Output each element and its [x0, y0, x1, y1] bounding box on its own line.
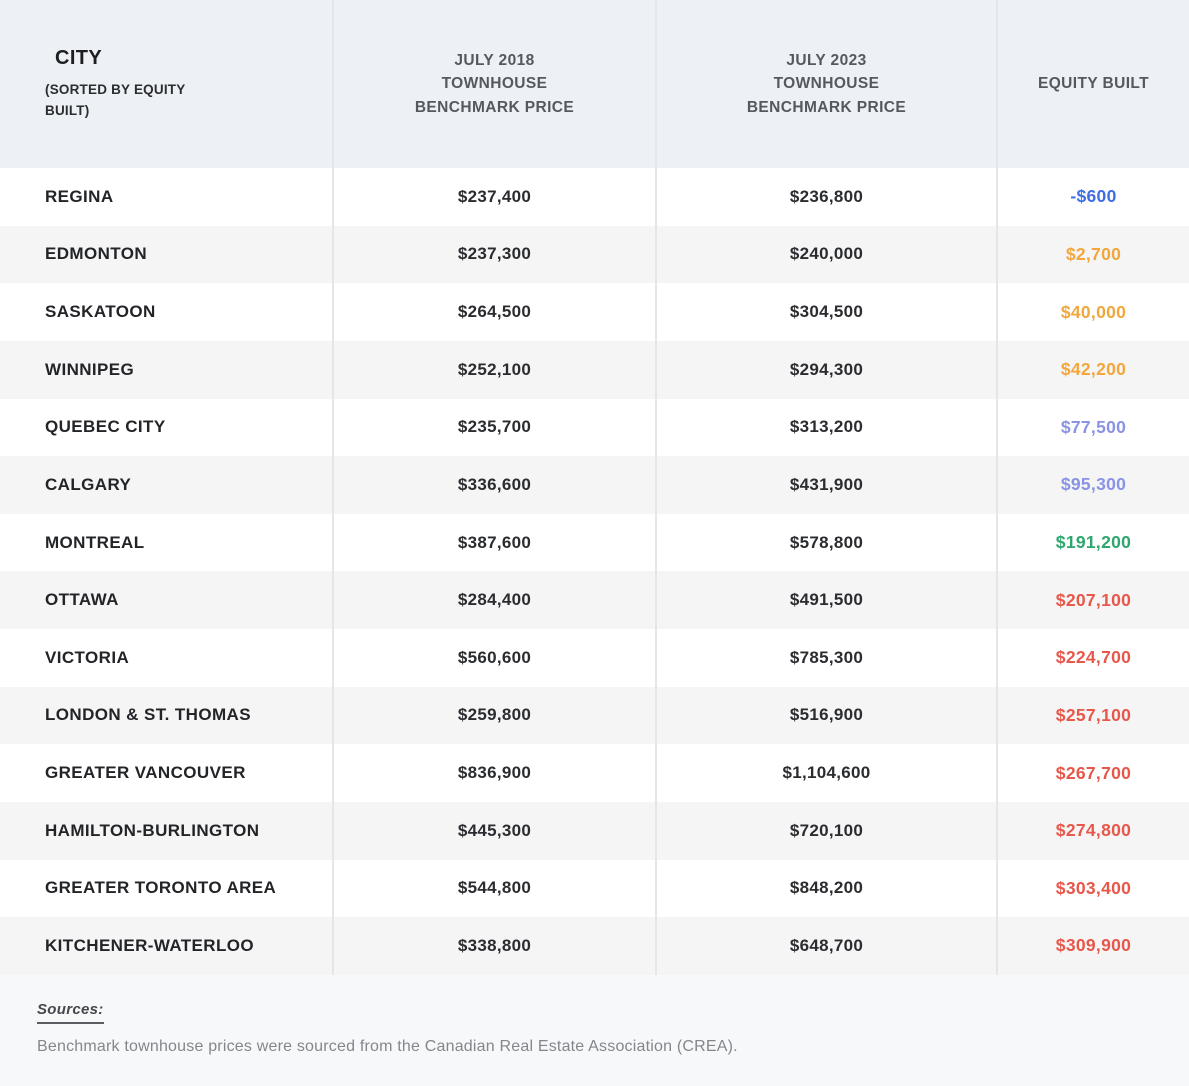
price-2023-cell: $304,500: [655, 283, 996, 341]
city-cell: HAMILTON-BURLINGTON: [45, 820, 260, 840]
header-equity-built-label: EQUITY BUILT: [1037, 75, 1149, 93]
table-row: OTTAWA $284,400 $491,500 $207,100: [0, 571, 1189, 629]
header-city-cell: CITY (SORTED BY EQUITY BUILT): [0, 0, 332, 168]
city-cell: KITCHENER-WATERLOO: [45, 935, 254, 955]
city-cell: SASKATOON: [45, 302, 156, 322]
header-july-2018-label: JULY 2018 TOWNHOUSE BENCHMARK PRICE: [414, 52, 575, 116]
price-2023-cell: $431,900: [655, 456, 996, 514]
equity-built-cell: $42,200: [996, 340, 1189, 399]
price-2018-cell: $264,500: [332, 283, 655, 341]
price-2018-cell: $235,700: [332, 398, 655, 457]
header-city-title: CITY: [55, 47, 103, 70]
table-row: SASKATOON $264,500 $304,500 $40,000: [0, 283, 1189, 341]
price-2023-cell: $313,200: [655, 398, 996, 457]
equity-built-cell: $257,100: [996, 686, 1189, 745]
price-2023-cell: $516,900: [655, 686, 996, 745]
equity-built-cell: $40,000: [996, 283, 1189, 341]
equity-built-cell: $77,500: [996, 398, 1189, 457]
price-2018-cell: $336,600: [332, 456, 655, 514]
table-header-row: CITY (SORTED BY EQUITY BUILT) JULY 2018 …: [0, 0, 1189, 168]
city-cell: GREATER VANCOUVER: [45, 763, 246, 783]
equity-built-cell: $207,100: [996, 571, 1189, 629]
city-cell: LONDON & ST. THOMAS: [45, 705, 251, 725]
header-july-2023-label: JULY 2023 TOWNHOUSE BENCHMARK PRICE: [746, 52, 907, 116]
equity-built-cell: $267,700: [996, 744, 1189, 802]
price-2023-cell: $648,700: [655, 917, 996, 975]
table-row: KITCHENER-WATERLOO $338,800 $648,700 $30…: [0, 917, 1189, 975]
price-2018-cell: $237,300: [332, 225, 655, 284]
equity-built-cell: -$600: [996, 168, 1189, 226]
source-text: Benchmark townhouse prices were sourced …: [37, 1037, 738, 1055]
city-cell: EDMONTON: [45, 244, 148, 264]
table-row: CALGARY $336,600 $431,900 $95,300: [0, 456, 1189, 514]
price-2018-cell: $836,900: [332, 744, 655, 802]
price-2018-cell: $445,300: [332, 801, 655, 860]
price-2018-cell: $338,800: [332, 917, 655, 975]
price-2023-cell: $785,300: [655, 629, 996, 687]
table-row: VICTORIA $560,600 $785,300 $224,700: [0, 629, 1189, 687]
price-2018-cell: $544,800: [332, 859, 655, 918]
price-2023-cell: $578,800: [655, 513, 996, 572]
header-city-subtitle: (SORTED BY EQUITY BUILT): [45, 82, 186, 118]
table-body: REGINA $237,400 $236,800 -$600 EDMONTON …: [0, 168, 1189, 975]
header-july-2018-cell: JULY 2018 TOWNHOUSE BENCHMARK PRICE: [332, 0, 655, 168]
city-cell: GREATER TORONTO AREA: [45, 878, 277, 898]
table-row: LONDON & ST. THOMAS $259,800 $516,900 $2…: [0, 686, 1189, 745]
equity-built-cell: $309,900: [996, 917, 1189, 975]
equity-built-cell: $191,200: [996, 513, 1189, 572]
equity-built-cell: $303,400: [996, 859, 1189, 918]
table-row: GREATER VANCOUVER $836,900 $1,104,600 $2…: [0, 744, 1189, 802]
price-2018-cell: $252,100: [332, 340, 655, 399]
city-cell: MONTREAL: [45, 532, 145, 552]
equity-table: CITY (SORTED BY EQUITY BUILT) JULY 2018 …: [0, 0, 1189, 975]
city-cell: QUEBEC CITY: [45, 417, 166, 437]
table-footer: Sources: Benchmark townhouse prices were…: [0, 974, 1189, 1086]
city-cell: OTTAWA: [45, 590, 119, 610]
equity-built-cell: $95,300: [996, 456, 1189, 514]
price-2023-cell: $294,300: [655, 340, 996, 399]
price-2018-cell: $560,600: [332, 629, 655, 687]
table-row: HAMILTON-BURLINGTON $445,300 $720,100 $2…: [0, 801, 1189, 860]
table-row: REGINA $237,400 $236,800 -$600: [0, 168, 1189, 226]
price-2023-cell: $236,800: [655, 168, 996, 226]
price-2023-cell: $240,000: [655, 225, 996, 284]
header-equity-built-cell: EQUITY BUILT: [996, 0, 1189, 168]
header-july-2023-cell: JULY 2023 TOWNHOUSE BENCHMARK PRICE: [655, 0, 996, 168]
price-2018-cell: $387,600: [332, 513, 655, 572]
price-2018-cell: $284,400: [332, 571, 655, 629]
table-row: QUEBEC CITY $235,700 $313,200 $77,500: [0, 398, 1189, 457]
price-2018-cell: $259,800: [332, 686, 655, 745]
table-row: GREATER TORONTO AREA $544,800 $848,200 $…: [0, 859, 1189, 918]
sources-label: Sources:: [37, 1001, 104, 1024]
table-row: WINNIPEG $252,100 $294,300 $42,200: [0, 340, 1189, 399]
city-cell: CALGARY: [45, 474, 132, 494]
equity-built-cell: $2,700: [996, 225, 1189, 284]
equity-built-cell: $224,700: [996, 629, 1189, 687]
price-2023-cell: $848,200: [655, 859, 996, 918]
equity-built-cell: $274,800: [996, 801, 1189, 860]
city-cell: WINNIPEG: [45, 359, 135, 379]
table-row: EDMONTON $237,300 $240,000 $2,700: [0, 225, 1189, 284]
price-2023-cell: $1,104,600: [655, 744, 996, 802]
city-cell: REGINA: [45, 186, 114, 206]
price-2023-cell: $720,100: [655, 801, 996, 860]
price-2023-cell: $491,500: [655, 571, 996, 629]
table-row: MONTREAL $387,600 $578,800 $191,200: [0, 513, 1189, 572]
price-2018-cell: $237,400: [332, 168, 655, 226]
city-cell: VICTORIA: [45, 647, 130, 667]
